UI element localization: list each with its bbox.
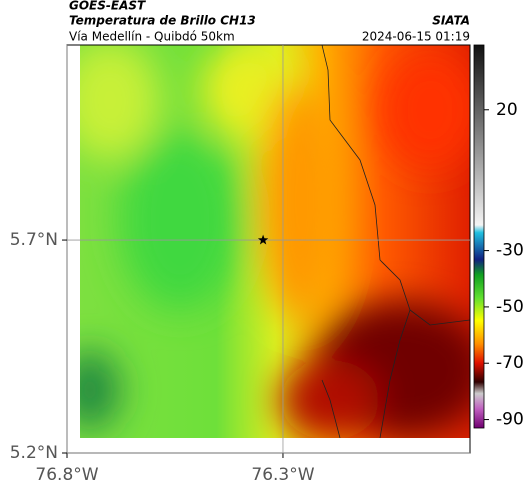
- datetime: 2024-06-15 01:19: [362, 30, 470, 44]
- subtitle: Temperatura de Brillo CH13: [69, 14, 256, 28]
- y-tick-label: 5.7°N: [10, 230, 58, 250]
- colorbar-tick-label: 20: [496, 100, 518, 120]
- colorbar: [473, 44, 485, 429]
- y-tick-label: 5.2°N: [10, 443, 58, 463]
- location-marker: [257, 234, 269, 245]
- x-tick-label: 76.8°W: [35, 465, 98, 485]
- title: GOES-EAST: [69, 0, 146, 13]
- source: SIATA: [432, 14, 470, 28]
- colorbar-tick-label: -50: [496, 297, 524, 317]
- x-tick-label: 76.3°W: [251, 465, 314, 485]
- location: Vía Medellín - Quibdó 50km: [69, 30, 235, 44]
- colorbar-tick-label: -30: [496, 241, 524, 261]
- brightness-field: [80, 45, 470, 438]
- colorbar-tick-label: -70: [496, 353, 524, 373]
- colorbar-tick-label: -90: [496, 410, 524, 430]
